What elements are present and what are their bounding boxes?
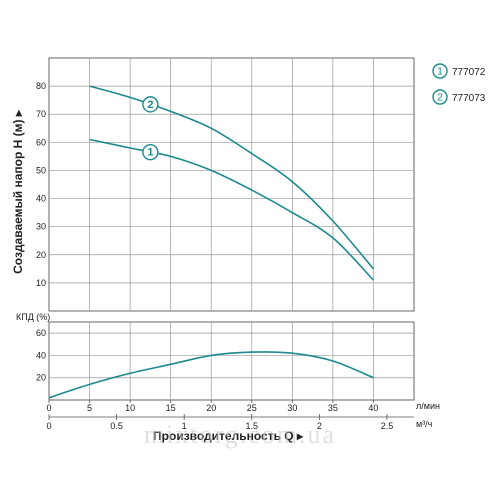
head-grid [48, 57, 415, 312]
head-ytick-label: 30 [36, 222, 46, 232]
efficiency-ytick-label: 20 [36, 373, 46, 383]
head-curve-777072 [89, 138, 374, 281]
efficiency-plot-frame [48, 321, 415, 401]
legend-label-777072: 777072 [452, 67, 486, 78]
x-tick-label-lpm: 35 [328, 403, 338, 413]
legend-item-777072: 1 777072 [432, 63, 486, 79]
x-unit-m3h: м³/ч [416, 419, 433, 429]
efficiency-axis-title: КПД (%) [16, 312, 50, 322]
curve-marker-label-2: 2 [147, 99, 153, 111]
head-curve-777073 [89, 85, 375, 270]
curve-marker-label-1: 1 [147, 147, 153, 159]
x-tick-label-lpm: 30 [287, 403, 297, 413]
head-ytick-label: 10 [36, 278, 46, 288]
head-ytick-label: 70 [36, 109, 46, 119]
x-tick-label-m3h: 2 [317, 421, 322, 431]
legend-label-777073: 777073 [452, 93, 486, 104]
head-ytick-label: 40 [36, 194, 46, 204]
legend-marker-2-label: 2 [437, 93, 443, 104]
legend-item-777073: 2 777073 [432, 89, 486, 105]
x-tick-label-lpm: 5 [87, 403, 92, 413]
legend: 1 777072 2 777073 [432, 63, 486, 105]
x-tick-label-lpm: 20 [206, 403, 216, 413]
head-ytick-label: 80 [36, 81, 46, 91]
x-tick-label-lpm: 0 [46, 403, 51, 413]
efficiency-ytick-label: 60 [36, 328, 46, 338]
x-unit-lpm: л/мин [416, 401, 440, 411]
legend-marker-1-label: 1 [437, 67, 443, 78]
efficiency-grid [48, 321, 415, 401]
legend-marker-2 [432, 89, 448, 105]
x-tick-label-m3h: 1.5 [246, 421, 259, 431]
legend-marker-1 [432, 63, 448, 79]
efficiency-ytick-label: 40 [36, 350, 46, 360]
x-tick-label-m3h: 2.5 [381, 421, 394, 431]
efficiency-curve [48, 351, 374, 399]
x-axis-title: Производительность Q ▸ [153, 429, 304, 443]
head-ytick-label: 50 [36, 165, 46, 175]
x-tick-label-m3h: 1 [182, 421, 187, 431]
x-tick-label-m3h: 0.5 [110, 421, 123, 431]
y-axis-title: Создаваемый напор H (м) ▸ [11, 109, 25, 274]
x-tick-label-lpm: 25 [247, 403, 257, 413]
watermark: mixtorg.com.ua [144, 420, 336, 449]
head-ytick-label: 60 [36, 137, 46, 147]
head-plot-frame [48, 57, 415, 312]
curves: 12 [48, 85, 375, 399]
tick-labels: 10 20 30 40 50 60 70 80 20 40 60 0 5 10 15 20 25 30 35 40 0 0… [36, 81, 414, 431]
x-tick-label-lpm: 40 [368, 403, 378, 413]
x-tick-label-lpm: 15 [166, 403, 176, 413]
curve-marker-1 [142, 143, 159, 161]
head-ytick-label: 20 [36, 250, 46, 260]
x-tick-label-m3h: 0 [46, 421, 51, 431]
x-tick-label-lpm: 10 [125, 403, 135, 413]
curve-marker-2 [142, 96, 159, 113]
